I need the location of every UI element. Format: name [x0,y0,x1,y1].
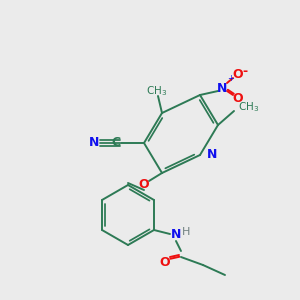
Text: N: N [217,82,227,94]
Text: C: C [111,136,121,149]
Text: CH$_3$: CH$_3$ [146,84,168,98]
Text: O: O [139,178,149,191]
Text: CH$_3$: CH$_3$ [238,100,259,114]
Text: H: H [182,227,190,237]
Text: N: N [89,136,99,149]
Text: O: O [160,256,170,268]
Text: O: O [233,92,243,104]
Text: N: N [207,148,217,161]
Text: +: + [227,74,234,83]
Text: N: N [171,229,181,242]
Text: O: O [233,68,243,80]
Text: -: - [242,64,247,77]
